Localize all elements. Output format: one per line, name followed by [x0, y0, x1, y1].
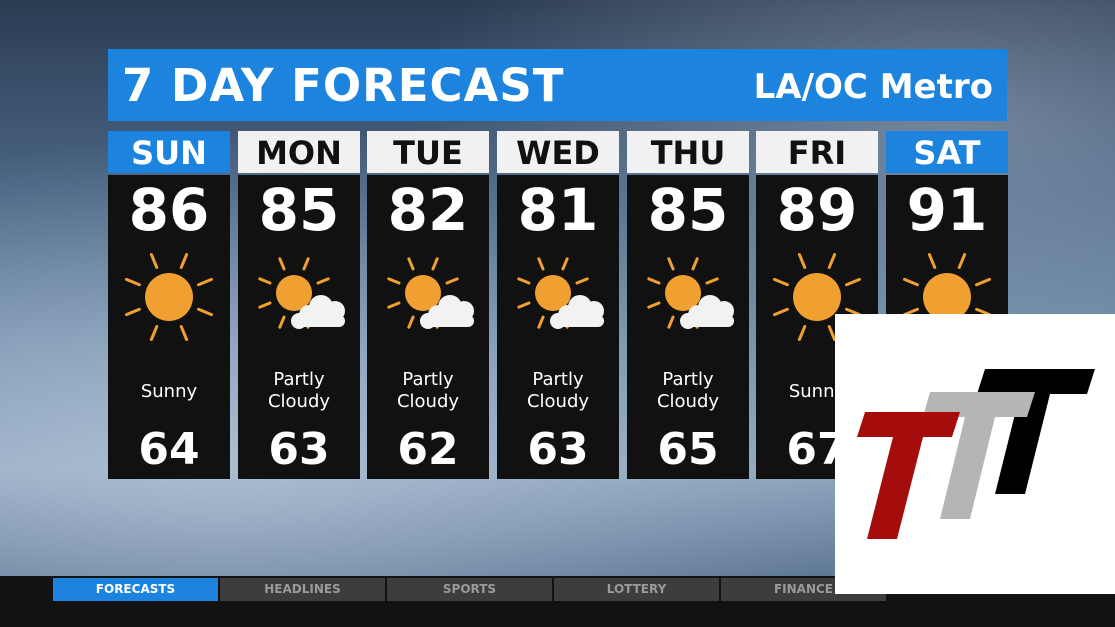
ticker-tab-headlines[interactable]: HEADLINES	[220, 578, 385, 601]
region-label: LA/OC Metro	[753, 67, 993, 107]
day-label: FRI	[756, 131, 878, 173]
page-title: 7 DAY FORECAST	[122, 59, 565, 112]
high-temp: 89	[776, 176, 858, 244]
low-temp: 65	[657, 424, 719, 475]
condition-word: Sunny	[788, 381, 846, 402]
partly-cloudy-icon	[647, 257, 734, 329]
condition-word: Cloudy	[656, 391, 720, 412]
condition-text: Partly Cloudy	[497, 369, 619, 413]
day-label: SUN	[108, 131, 230, 173]
sun-icon	[903, 253, 991, 341]
partly-cloudy-icon	[517, 257, 604, 329]
day-card-mon: MON 85 Partly Cloudy 63	[238, 131, 360, 479]
low-temp: 63	[527, 424, 589, 475]
sun-icon	[125, 253, 213, 341]
high-temp: 81	[517, 176, 599, 244]
condition-text: Partly Cloudy	[238, 369, 360, 413]
condition-word: Partly	[532, 369, 584, 390]
high-temp: 91	[906, 176, 988, 244]
title-bar: 7 DAY FORECAST LA/OC Metro	[108, 49, 1007, 121]
day-label: THU	[627, 131, 749, 173]
day-label: MON	[238, 131, 360, 173]
day-card-thu: THU 85 Partly Cloudy 65	[627, 131, 749, 479]
day-card-wed: WED 81 Partly Cloudy 63	[497, 131, 619, 479]
condition-word: Cloudy	[526, 391, 590, 412]
condition-text: Partly Cloudy	[627, 369, 749, 413]
day-label: TUE	[367, 131, 489, 173]
high-temp: 86	[128, 176, 210, 244]
condition-word: Partly	[662, 369, 714, 390]
condition-text: Partly Cloudy	[367, 369, 489, 413]
condition-word: Cloudy	[396, 391, 460, 412]
condition-text: Sunny	[756, 381, 878, 403]
day-card-sun: SUN 86 Sunny 64	[108, 131, 230, 479]
condition-word: Cloudy	[267, 391, 331, 412]
low-temp: 62	[397, 424, 459, 475]
condition-word: Partly	[402, 369, 454, 390]
high-temp: 82	[387, 176, 469, 244]
day-label: WED	[497, 131, 619, 173]
high-temp: 85	[258, 176, 340, 244]
ticker-tab-forecasts[interactable]: FORECASTS	[53, 578, 218, 601]
high-temp: 85	[647, 176, 729, 244]
station-logo	[835, 314, 1115, 594]
condition-word: Sunny	[140, 381, 198, 402]
ticker-tab-lottery[interactable]: LOTTERY	[554, 578, 719, 601]
sun-icon	[773, 253, 861, 341]
partly-cloudy-icon	[258, 257, 345, 329]
condition-text: Sunny	[108, 381, 230, 403]
day-card-tue: TUE 82 Partly Cloudy 62	[367, 131, 489, 479]
low-temp: 64	[138, 424, 200, 475]
low-temp: 63	[268, 424, 330, 475]
ticker-tab-sports[interactable]: SPORTS	[387, 578, 552, 601]
condition-word: Partly	[273, 369, 325, 390]
day-label: SAT	[886, 131, 1008, 173]
partly-cloudy-icon	[387, 257, 474, 329]
